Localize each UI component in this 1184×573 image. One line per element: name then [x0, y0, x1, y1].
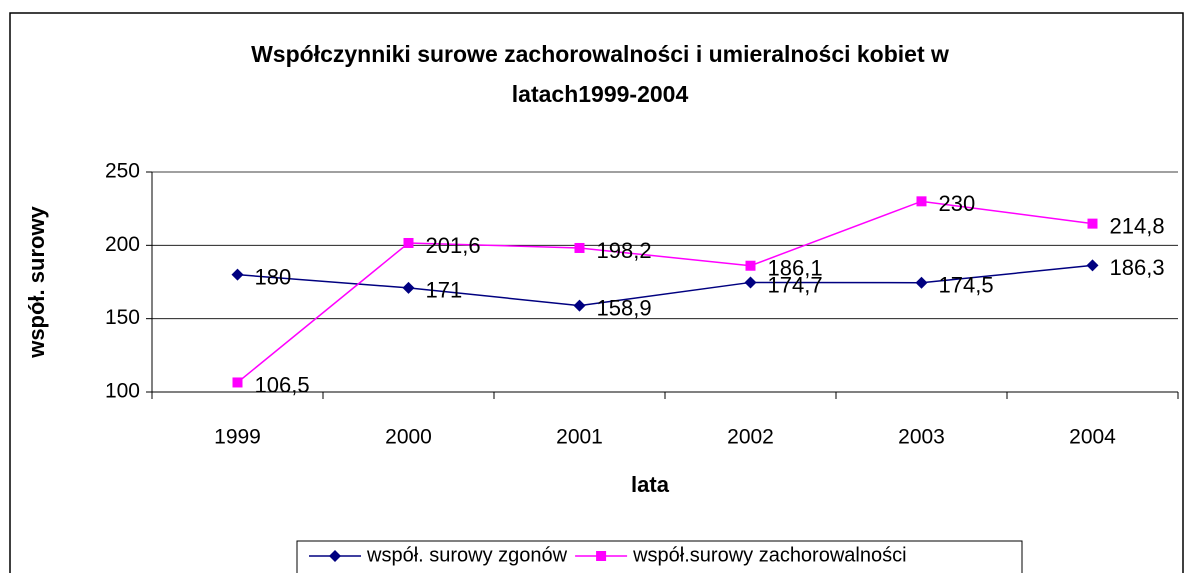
marker: [745, 260, 756, 271]
marker: [744, 276, 757, 289]
x-tick-label: 2004: [1069, 426, 1116, 449]
data-label: 174,5: [939, 273, 994, 298]
x-axis-title: lata: [631, 472, 670, 497]
x-tick-label: 2000: [385, 426, 432, 449]
marker: [596, 551, 607, 561]
data-label: 158,9: [597, 295, 652, 320]
marker: [231, 268, 244, 281]
marker: [232, 377, 243, 388]
data-label: 186,3: [1110, 255, 1165, 280]
x-tick-label: 2003: [898, 426, 945, 449]
marker: [915, 276, 928, 289]
legend-label: współ. surowy zgonów: [366, 544, 568, 566]
data-label: 214,8: [1110, 213, 1165, 238]
x-tick-label: 2002: [727, 426, 774, 449]
data-label: 201,6: [426, 233, 481, 258]
data-label: 198,2: [597, 238, 652, 263]
marker: [574, 242, 585, 253]
series-line: [237, 200, 1093, 384]
y-tick-label: 200: [105, 233, 140, 256]
chart-border: [9, 12, 1184, 573]
series-line: [237, 264, 1093, 307]
chart-title: Współczynniki surowe zachorowalności i u…: [251, 41, 949, 67]
chart-title: latach1999-2004: [512, 81, 689, 107]
legend-label: współ.surowy zachorowalności: [632, 544, 906, 566]
data-label: 186,1: [768, 256, 823, 281]
y-axis-title: współ. surowy: [24, 205, 49, 358]
legend: współ. surowy zgonów współ.surowy zachoro…: [296, 540, 1023, 573]
data-label: 230: [939, 191, 976, 216]
marker: [1086, 259, 1099, 272]
data-label: 174,7: [768, 272, 823, 297]
data-label: 180: [255, 264, 292, 289]
data-label: 106,5: [255, 372, 310, 397]
marker: [1087, 218, 1098, 229]
x-tick-label: 1999: [214, 426, 261, 449]
y-tick-label: 100: [105, 380, 140, 403]
marker: [916, 196, 927, 207]
marker: [403, 237, 414, 248]
marker: [329, 550, 341, 562]
legend-box: [296, 540, 1023, 573]
y-tick-label: 250: [105, 160, 140, 183]
x-tick-label: 2001: [556, 426, 603, 449]
marker: [573, 299, 586, 312]
y-tick-label: 150: [105, 306, 140, 329]
marker: [402, 281, 415, 294]
data-label: 171: [426, 278, 463, 303]
